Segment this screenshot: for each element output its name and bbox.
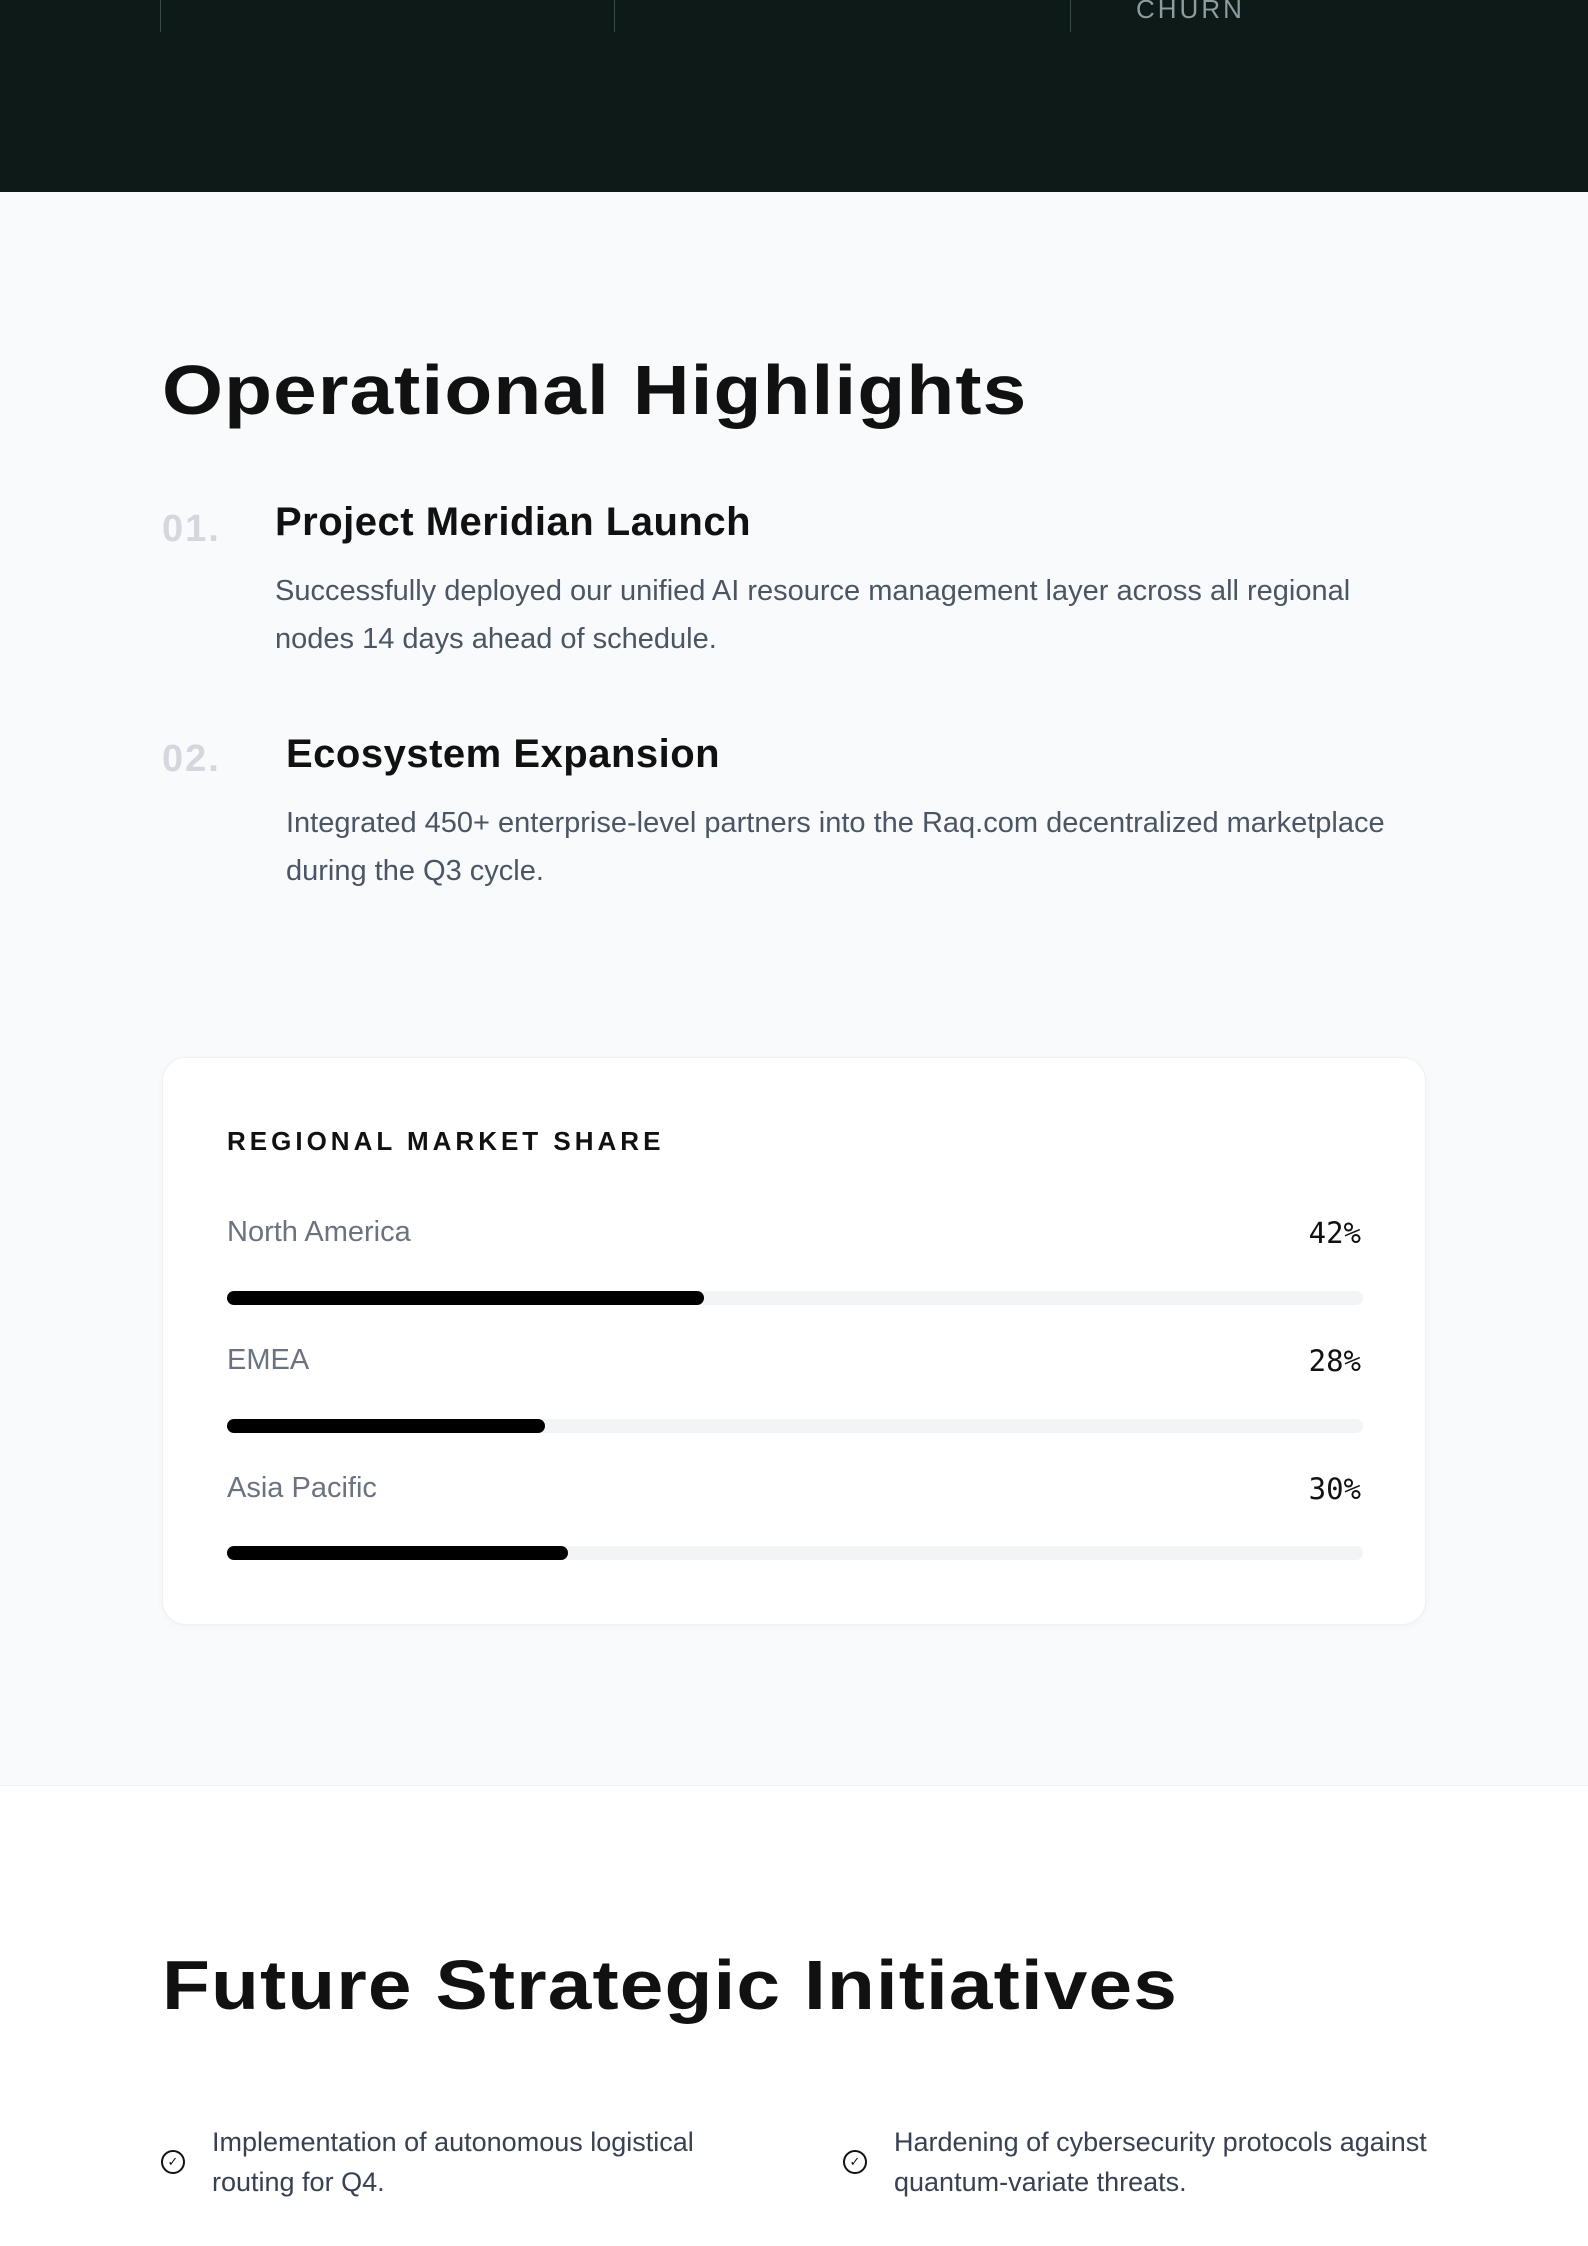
- progress-track: [227, 1419, 1363, 1433]
- region-label: EMEA: [227, 1344, 310, 1376]
- region-label: Asia Pacific: [227, 1472, 377, 1504]
- highlight-number: 01.: [162, 508, 221, 550]
- check-circle-icon: ✓: [161, 2150, 185, 2174]
- check-circle-icon: ✓: [843, 2150, 867, 2174]
- progress-track: [227, 1546, 1363, 1560]
- region-label: North America: [227, 1216, 411, 1248]
- hero-section: CHURN: [0, 0, 1588, 192]
- stat-label: CHURN: [1136, 0, 1245, 24]
- highlight-description: Integrated 450+ enterprise-level partner…: [286, 807, 1385, 887]
- card-title: REGIONAL MARKET SHARE: [227, 1126, 665, 1156]
- region-value: 28%: [1308, 1344, 1361, 1378]
- highlight-number: 02.: [162, 738, 221, 780]
- highlight-title: Ecosystem Expansion: [286, 732, 721, 776]
- progress-track: [227, 1291, 1363, 1305]
- highlight-title: Project Meridian Launch: [275, 500, 752, 544]
- section-title: Future Strategic Initiatives: [162, 1946, 1178, 2024]
- market-share-card: REGIONAL MARKET SHARE North America 42% …: [162, 1057, 1426, 1625]
- progress-fill: [227, 1419, 546, 1433]
- divider: [160, 0, 161, 32]
- divider: [614, 0, 615, 32]
- highlight-description: Successfully deployed our unified AI res…: [275, 575, 1351, 655]
- region-value: 42%: [1308, 1216, 1361, 1250]
- initiative-item: Hardening of cybersecurity protocols aga…: [894, 2127, 1427, 2197]
- region-value: 30%: [1308, 1472, 1361, 1506]
- progress-fill: [227, 1546, 568, 1560]
- progress-fill: [227, 1291, 705, 1305]
- initiative-item: Implementation of autonomous logistical …: [212, 2127, 694, 2197]
- section-title: Operational Highlights: [162, 351, 1028, 429]
- divider: [1070, 0, 1071, 32]
